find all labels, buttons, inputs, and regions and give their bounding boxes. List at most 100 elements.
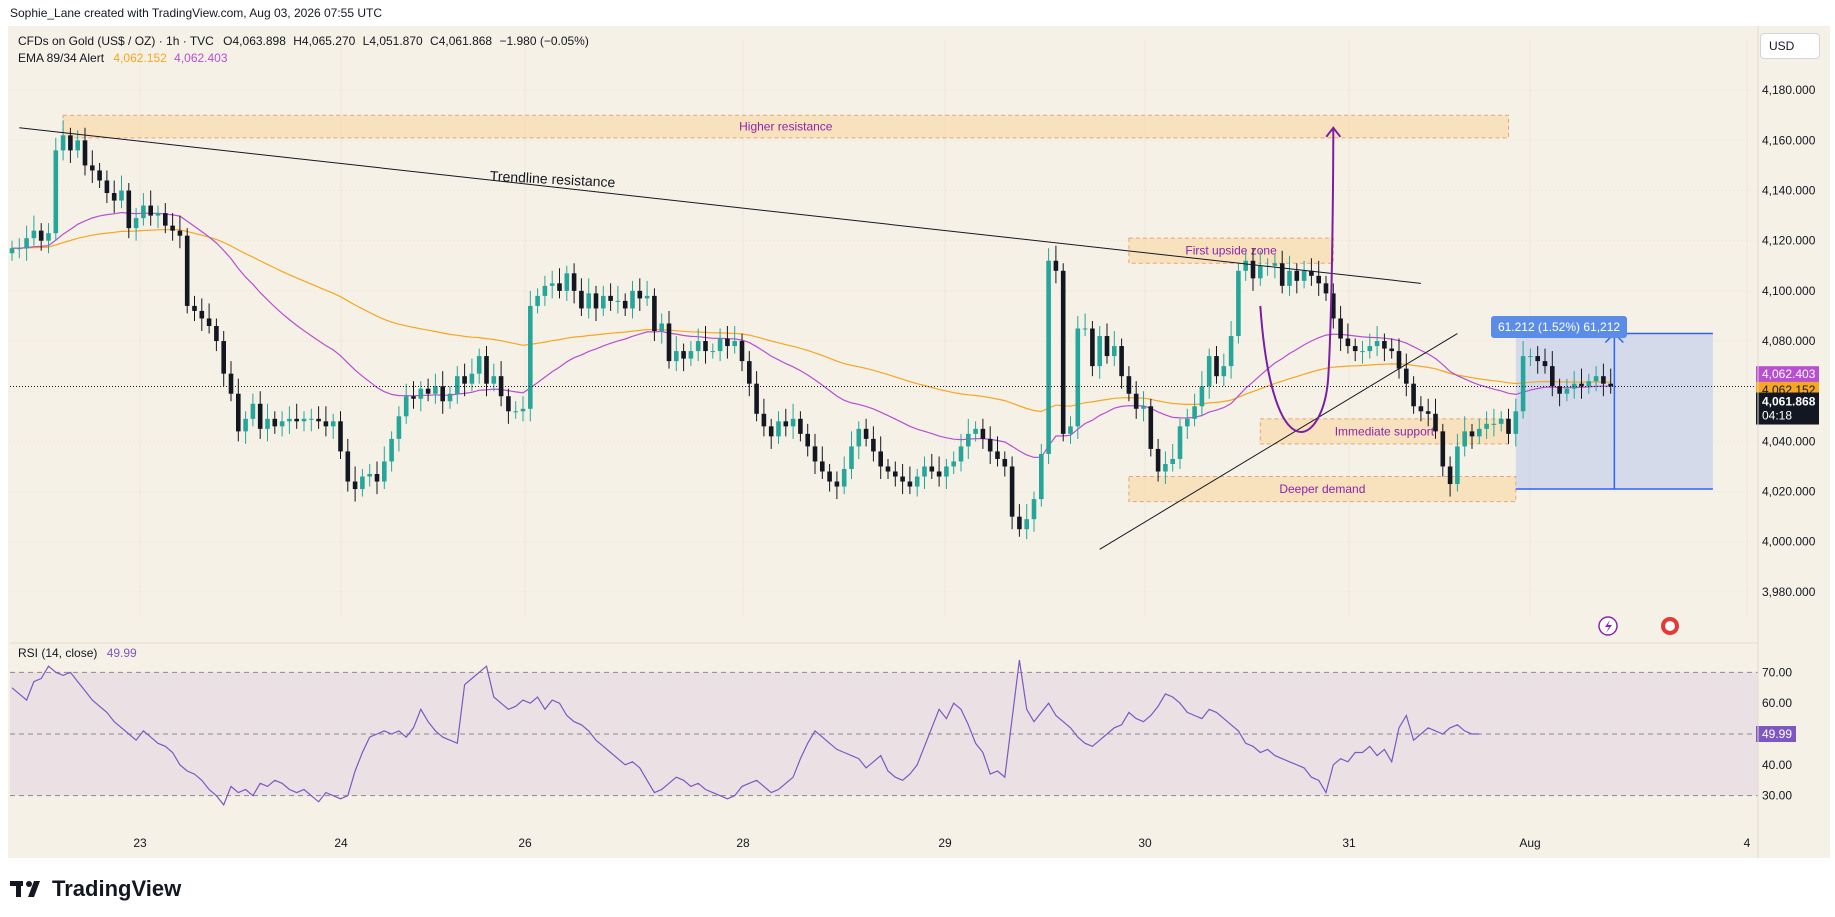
candle-body (615, 300, 621, 302)
candle-body (1586, 381, 1592, 387)
candle-body (725, 338, 730, 347)
ohlc-open: O4,063.898 (223, 34, 286, 48)
candle-body (425, 388, 431, 394)
zone-label: Higher resistance (739, 120, 833, 134)
candle-body (206, 318, 212, 326)
candle-body (732, 341, 737, 347)
currency-button[interactable]: USD (1760, 33, 1820, 59)
candle-body (1126, 376, 1132, 394)
candle-body (440, 386, 445, 402)
candle-body (863, 428, 869, 439)
candle-body (1331, 293, 1336, 319)
candle-body (535, 295, 540, 306)
candle-body (148, 205, 153, 216)
candle-body (345, 451, 351, 482)
candle-body (396, 416, 402, 439)
candle-body (622, 300, 628, 309)
trendline-label: Trendline resistance (490, 168, 616, 191)
candle-body (1425, 411, 1431, 414)
candle-body (1258, 265, 1263, 279)
candle-body (1206, 356, 1212, 387)
symbol-name: CFDs on Gold (US$ / OZ) · 1h · TVC (18, 34, 214, 48)
ohlc-high: H4,065.270 (293, 34, 356, 48)
candle-body (966, 433, 971, 447)
rsi-value-tag-bg (1756, 726, 1796, 743)
candle-body (695, 341, 701, 352)
candle-body (1112, 346, 1117, 357)
time-axis-label: 31 (1342, 836, 1356, 850)
symbol-legend: CFDs on Gold (US$ / OZ) · 1h · TVC O4,06… (18, 34, 589, 48)
candle-body (841, 468, 847, 487)
candle-body (929, 466, 935, 472)
candle-body (1104, 336, 1110, 357)
time-axis-label: 23 (133, 836, 147, 850)
candle-body (768, 426, 774, 437)
candle-body (739, 341, 745, 362)
candle-body (374, 474, 380, 482)
candle-body (944, 466, 949, 477)
candle-body (506, 396, 511, 412)
candle-body (1039, 453, 1044, 500)
rsi-legend[interactable]: RSI (14, close) 49.99 (18, 646, 141, 660)
trendline (1099, 333, 1458, 550)
candle-body (987, 438, 993, 452)
candle-body (1170, 458, 1175, 464)
ema-indicator-label: EMA 89/34 Alert (18, 51, 105, 65)
ohlc-low: L4,051.870 (362, 34, 423, 48)
candle-body (834, 481, 840, 487)
candle-body (936, 471, 942, 477)
candle-body (1287, 270, 1292, 286)
candle-body (265, 418, 270, 429)
candle-body (111, 193, 117, 201)
time-axis-label: 30 (1138, 836, 1152, 850)
candle-body (1440, 431, 1446, 467)
candle-body (53, 150, 59, 234)
time-axis-label: 26 (518, 836, 532, 850)
candle-body (608, 295, 613, 301)
candle-body (1192, 406, 1197, 419)
candle-body (593, 293, 599, 309)
candles-layer (9, 120, 1613, 540)
candle-body (60, 135, 66, 151)
candle-body (513, 411, 518, 413)
candle-body (214, 325, 219, 342)
candle-body (352, 481, 358, 490)
candle-body (301, 418, 307, 422)
candle-body (141, 205, 146, 219)
ohlc-change: −1.980 (−0.05%) (499, 34, 589, 48)
candle-body (805, 433, 810, 447)
candle-body (571, 273, 577, 291)
candle-body (1477, 428, 1482, 437)
candle-body (1542, 361, 1548, 367)
candle-body (995, 451, 1000, 459)
candle-body (1469, 431, 1475, 437)
candle-body (38, 230, 44, 241)
candle-body (717, 338, 723, 352)
candle-body (1338, 318, 1343, 339)
candle-body (367, 474, 372, 477)
candle-countdown: 04:18 (1762, 409, 1792, 423)
candle-body (484, 356, 489, 384)
candle-body (1309, 270, 1314, 276)
ema89-line (12, 229, 1611, 413)
candle-body (1272, 263, 1278, 266)
rsi-line (11, 659, 1480, 807)
candle-body (674, 351, 679, 362)
candle-body (1250, 260, 1256, 279)
zone-label: Immediate support (1335, 424, 1435, 438)
candle-body (1455, 446, 1460, 485)
candle-body (498, 376, 504, 397)
candle-body (1396, 351, 1402, 369)
candle-body (447, 393, 453, 402)
candle-body (827, 471, 832, 482)
candle-body (1060, 270, 1066, 434)
ema-legend[interactable]: EMA 89/34 Alert 4,062.152 4,062.403 (18, 51, 232, 65)
tradingview-logo[interactable]: TradingView (10, 876, 181, 902)
candle-body (1593, 376, 1599, 382)
time-axis-label: 29 (938, 836, 952, 850)
ohlc-close: C4,061.868 (430, 34, 493, 48)
candle-body (688, 351, 694, 359)
ema34-value: 4,062.403 (174, 51, 228, 65)
candle-body (1367, 346, 1373, 352)
